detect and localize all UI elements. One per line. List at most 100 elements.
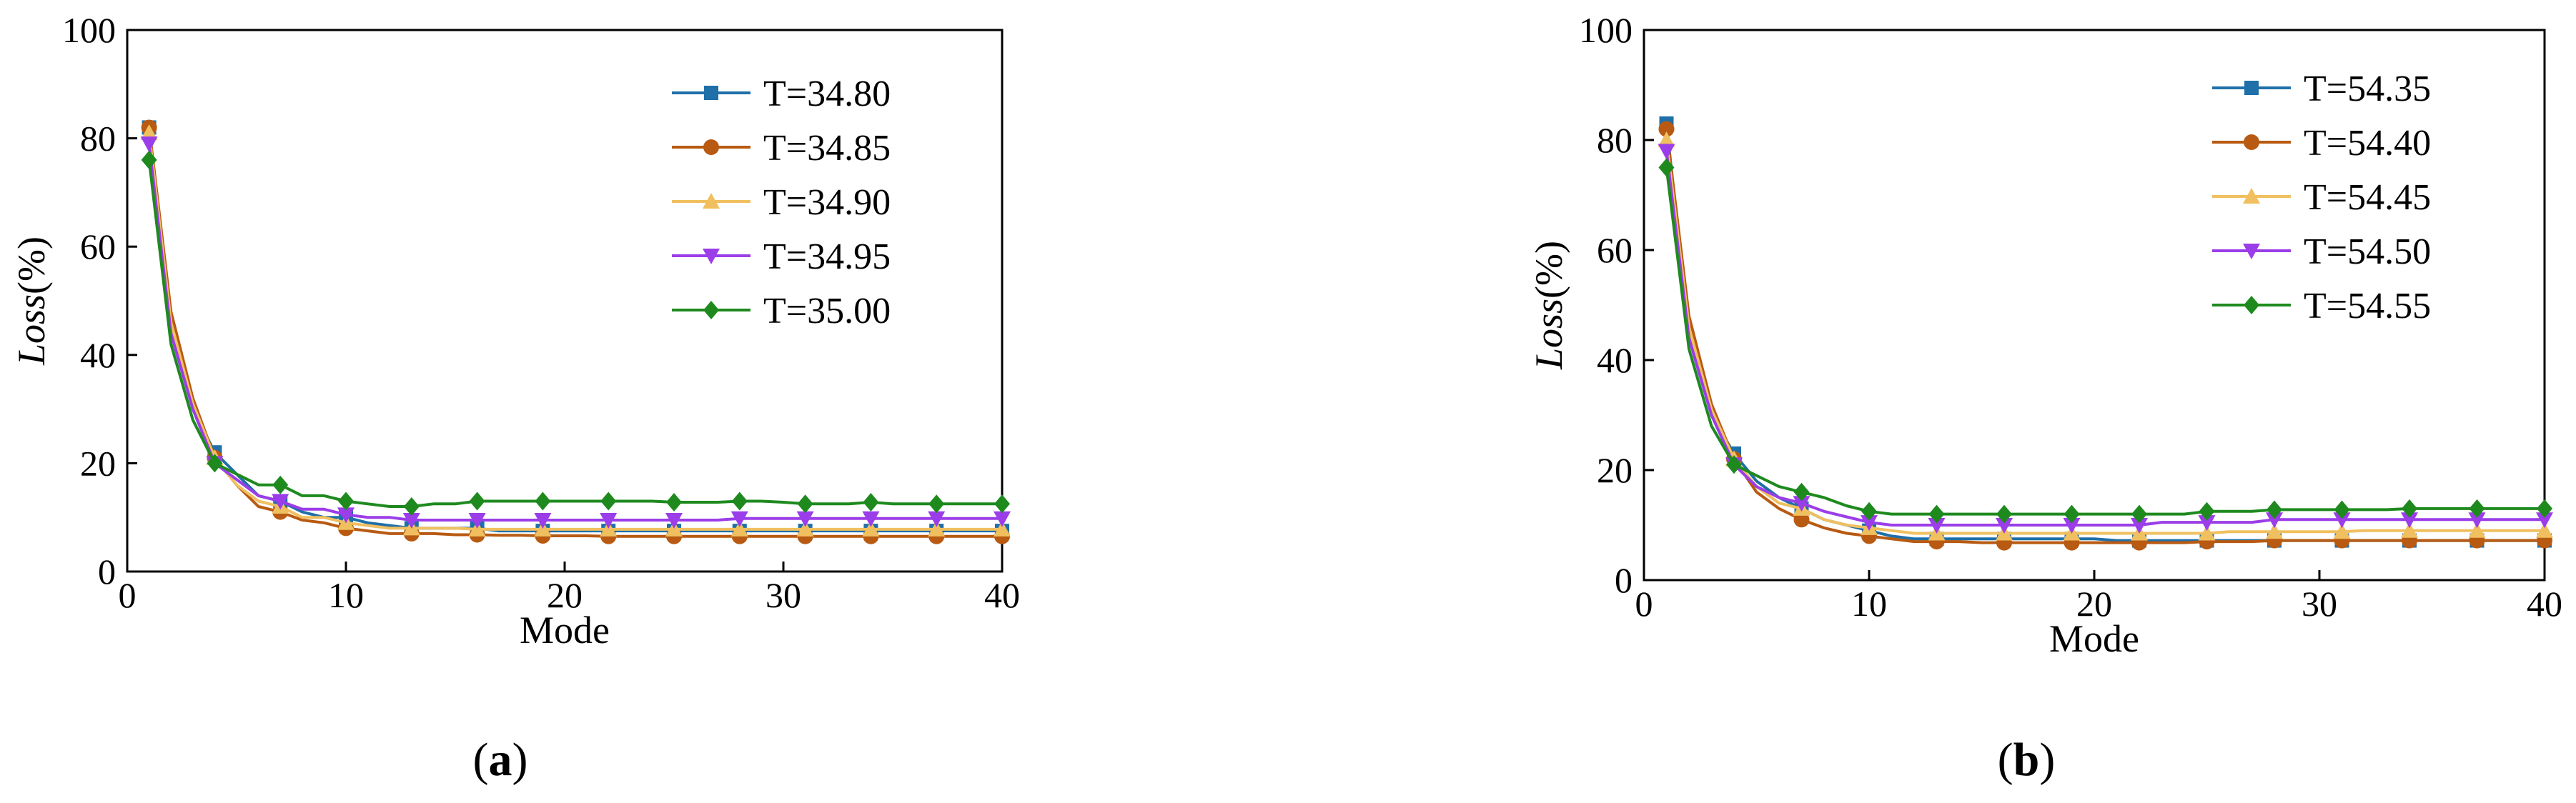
data-point [1793,482,1810,502]
legend-marker [703,193,720,209]
y-tick-label: 0 [98,552,116,592]
x-axis-label: Mode [2049,617,2139,660]
data-point [1861,515,1878,532]
legend-marker [703,249,720,264]
panel-caption: (a) [473,734,528,786]
data-point [2333,512,2351,529]
series-line [1665,167,2545,516]
legend-marker [704,86,718,100]
series-line [1665,129,2545,544]
data-point [730,511,748,527]
data-point [2468,522,2486,538]
series-line [147,127,1002,538]
data-point [1793,496,1810,512]
data-point [402,512,420,529]
chart-panel-b: 0 10 20 30 40020406080100ModeLoss(%)T=54.35T… [1527,10,2562,786]
data-point [535,492,551,511]
legend-marker [2243,188,2260,204]
x-tick-label: 20 [547,575,583,615]
y-axis-label-italic: Loss [1527,299,1570,370]
x-tick-label: 30 [2302,584,2337,624]
legend-marker [2244,81,2259,95]
x-axis-label: Mode [520,609,610,652]
data-point [2063,518,2081,534]
x-tick-label: 40 [984,575,1020,615]
data-point [272,494,289,510]
data-point [337,507,355,524]
data-point [731,492,748,511]
legend-marker [2244,134,2259,150]
data-point [1658,158,1675,177]
legend-marker [2244,296,2259,314]
data-point [338,492,354,511]
legend: T=54.35 T=54.40 T=54.45 T=54.50 T=54.55 [2212,69,2431,326]
data-point [534,512,552,529]
y-tick-label: 60 [1597,230,1633,270]
data-point [1658,144,1675,160]
data-point [2131,504,2147,524]
series-T=35.00 [141,150,1010,517]
data-point [1861,502,1877,521]
x-tick-label: 30 [766,575,801,615]
data-point [272,475,289,494]
caption-close: ) [512,734,528,786]
data-point [2401,522,2418,538]
data-point [2199,502,2215,521]
legend-entry: T=54.50 [2304,231,2431,272]
legend-entry: T=54.55 [2304,286,2431,326]
series-line [1665,139,2545,535]
data-point [666,492,682,512]
data-point [994,520,1011,537]
caption-open: ( [1998,734,2013,786]
legend-marker [703,301,719,319]
data-point [796,520,814,537]
data-point [1996,518,2013,534]
data-point [2198,515,2216,532]
y-tick-label: 80 [1597,120,1633,160]
legend-entry: T=54.45 [2304,177,2431,218]
data-point [2536,522,2553,538]
y-axis-label-unit: (%) [1527,241,1570,299]
data-point [862,520,880,537]
data-point [928,494,945,514]
data-point [994,511,1011,527]
data-point [2198,524,2216,541]
data-point [994,494,1010,514]
y-tick-label: 40 [1597,340,1633,380]
series-T=54.50 [1658,144,2553,534]
data-point [468,512,486,529]
data-point [403,497,420,517]
y-axis-label: Loss(%) [1527,241,1570,370]
data-point [1726,455,1742,474]
data-point [928,520,946,537]
caption-letter: b [2013,734,2040,786]
data-point [140,136,158,153]
data-point [2333,523,2351,539]
x-tick-label: 20 [2076,584,2112,624]
series-line [1665,151,2545,527]
series-T=54.55 [1658,158,2552,524]
series-line [147,132,1002,531]
data-point [797,494,813,514]
data-point [1996,504,2012,524]
data-point [2401,512,2418,529]
caption-open: ( [473,734,489,786]
panel-caption: (b) [1998,734,2056,786]
data-point [1928,504,1945,524]
y-tick-label: 20 [1597,450,1633,490]
data-point [469,492,485,511]
legend-marker [703,139,719,155]
y-tick-label: 20 [80,443,116,483]
y-axis-label-italic: Loss [10,294,53,366]
y-tick-label: 60 [80,226,116,266]
data-point [600,512,618,529]
y-tick-label: 40 [80,335,116,375]
legend-entry: T=34.80 [763,74,891,114]
data-point [141,150,157,169]
data-point [2468,512,2486,529]
data-point [600,492,617,511]
data-point [2536,512,2553,529]
data-point [2334,500,2350,519]
data-point [2131,518,2148,534]
